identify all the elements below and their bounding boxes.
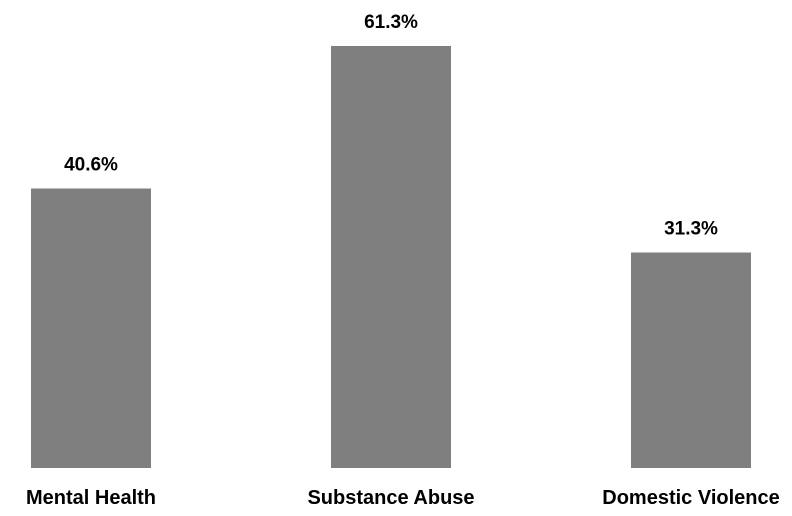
bars-layer [31, 45, 751, 469]
value-labels-layer: 40.6% 61.3% 31.3% [64, 12, 718, 240]
value-label-mental-health: 40.6% [64, 154, 118, 175]
category-label-domestic-violence: Domestic Violence [602, 487, 779, 509]
bar-substance-abuse [331, 45, 451, 469]
bar-domestic-violence [631, 252, 751, 468]
category-label-substance-abuse: Substance Abuse [307, 487, 474, 509]
value-label-substance-abuse: 61.3% [364, 12, 418, 33]
value-label-domestic-violence: 31.3% [664, 218, 718, 239]
category-labels-layer: Mental Health Substance Abuse Domestic Vio… [26, 487, 780, 509]
bar-mental-health [31, 188, 151, 468]
category-label-mental-health: Mental Health [26, 487, 156, 509]
